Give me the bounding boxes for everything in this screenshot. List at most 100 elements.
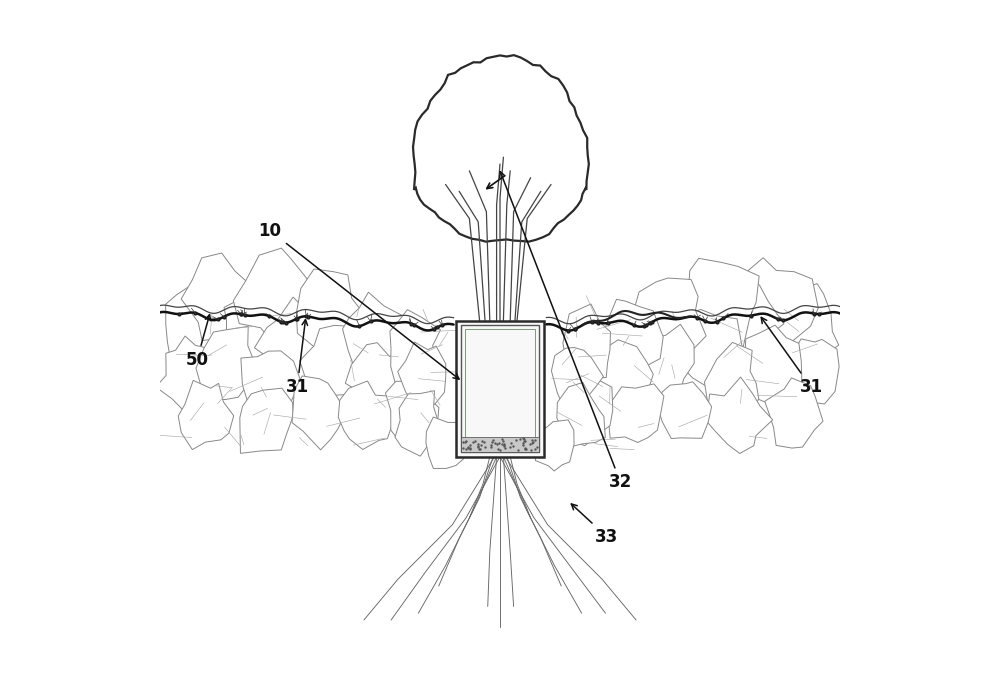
Bar	[465, 329, 535, 448]
Polygon shape	[181, 253, 253, 340]
Bar	[456, 321, 544, 457]
Text: 31: 31	[761, 317, 823, 396]
Polygon shape	[166, 287, 212, 374]
Text: 31: 31	[286, 320, 309, 396]
Polygon shape	[224, 281, 290, 369]
Point	[517, 436, 533, 447]
Text: 10: 10	[258, 222, 459, 379]
Polygon shape	[398, 342, 446, 411]
Point	[457, 436, 473, 447]
Point	[471, 444, 487, 455]
Polygon shape	[632, 278, 706, 363]
Point	[470, 439, 486, 449]
Polygon shape	[178, 381, 234, 449]
Point	[483, 441, 499, 452]
Polygon shape	[668, 310, 742, 387]
Polygon shape	[233, 248, 311, 347]
Point	[472, 443, 488, 454]
Polygon shape	[557, 383, 605, 447]
Point	[503, 438, 519, 449]
Point	[462, 443, 478, 454]
Point	[524, 437, 540, 448]
Point	[529, 441, 545, 452]
Point	[508, 434, 524, 445]
Polygon shape	[338, 381, 394, 449]
Point	[485, 435, 501, 446]
Point	[477, 441, 493, 452]
Polygon shape	[594, 299, 663, 369]
Point	[527, 435, 543, 446]
Point	[465, 436, 481, 447]
Point	[505, 440, 521, 451]
Polygon shape	[533, 420, 574, 471]
Point	[515, 437, 531, 448]
Polygon shape	[300, 325, 367, 396]
Point	[467, 436, 483, 447]
Point	[476, 436, 492, 447]
Point	[455, 436, 471, 447]
Point	[516, 433, 532, 444]
Point	[495, 436, 511, 447]
Point	[491, 437, 507, 448]
Polygon shape	[657, 382, 712, 439]
Polygon shape	[788, 339, 839, 404]
Polygon shape	[196, 327, 257, 400]
Point	[510, 445, 526, 456]
Polygon shape	[240, 388, 293, 454]
Point	[492, 445, 508, 456]
Point	[496, 439, 512, 449]
Polygon shape	[563, 304, 610, 383]
Point	[483, 440, 499, 451]
Point	[460, 443, 476, 454]
Point	[523, 444, 539, 455]
Point	[522, 439, 538, 449]
Point	[458, 435, 474, 446]
Point	[517, 442, 533, 453]
Polygon shape	[716, 273, 784, 368]
Point	[489, 439, 505, 450]
Text: 32: 32	[500, 172, 632, 491]
Polygon shape	[563, 377, 613, 445]
Polygon shape	[742, 258, 818, 352]
Point	[494, 434, 510, 445]
Point	[462, 442, 478, 453]
Text: 50: 50	[186, 314, 211, 369]
Polygon shape	[343, 292, 408, 380]
Point	[470, 441, 486, 451]
Polygon shape	[254, 297, 328, 400]
Polygon shape	[786, 284, 839, 369]
Point	[460, 441, 476, 452]
Polygon shape	[296, 269, 369, 359]
Point	[525, 436, 541, 447]
Point	[484, 436, 500, 447]
Polygon shape	[742, 325, 802, 404]
Point	[515, 439, 531, 450]
Polygon shape	[426, 417, 471, 469]
Point	[496, 441, 512, 451]
Polygon shape	[345, 342, 412, 415]
Polygon shape	[395, 391, 444, 456]
Polygon shape	[688, 258, 759, 348]
Point	[516, 435, 532, 446]
Polygon shape	[241, 351, 301, 429]
Text: 33: 33	[571, 504, 619, 546]
Point	[496, 439, 512, 450]
Point	[494, 439, 510, 449]
Bar	[461, 325, 539, 452]
Point	[524, 434, 540, 445]
Point	[515, 433, 531, 444]
Polygon shape	[706, 377, 773, 454]
Point	[473, 440, 489, 451]
Polygon shape	[292, 376, 346, 450]
Polygon shape	[156, 336, 219, 413]
Bar	[461, 437, 539, 452]
Point	[527, 443, 543, 454]
Point	[487, 438, 503, 449]
Polygon shape	[704, 342, 759, 423]
Point	[502, 442, 518, 453]
Polygon shape	[631, 325, 694, 406]
Point	[512, 433, 528, 444]
Point	[518, 443, 534, 454]
Polygon shape	[413, 55, 589, 241]
Point	[462, 439, 478, 450]
